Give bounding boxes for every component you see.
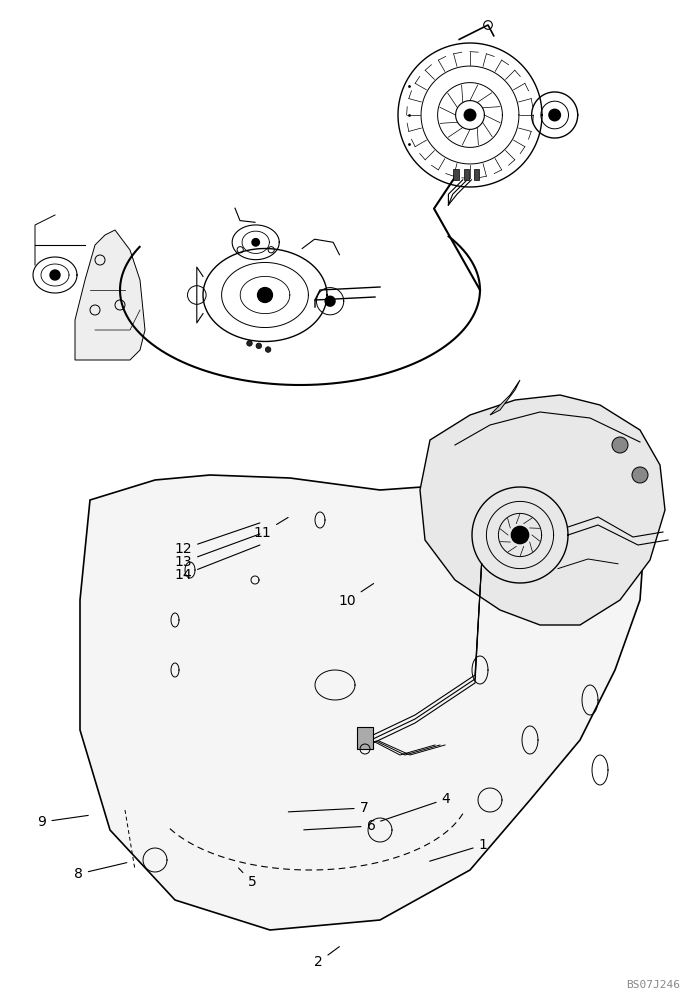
- Circle shape: [252, 239, 260, 246]
- Polygon shape: [420, 395, 665, 625]
- Text: BS07J246: BS07J246: [626, 980, 680, 990]
- Bar: [463, 169, 469, 180]
- Text: 11: 11: [253, 517, 288, 540]
- Circle shape: [258, 288, 272, 302]
- Text: 6: 6: [304, 819, 375, 833]
- Text: 7: 7: [288, 801, 368, 815]
- Text: 8: 8: [74, 863, 127, 881]
- Circle shape: [612, 437, 628, 453]
- Circle shape: [265, 347, 271, 352]
- Bar: [454, 169, 459, 180]
- Circle shape: [256, 343, 262, 349]
- Bar: [474, 169, 480, 180]
- Text: 5: 5: [239, 868, 256, 889]
- Text: 9: 9: [38, 815, 88, 829]
- Circle shape: [632, 467, 648, 483]
- Polygon shape: [75, 230, 145, 360]
- Text: 13: 13: [174, 534, 260, 569]
- Circle shape: [50, 270, 60, 280]
- Circle shape: [325, 296, 335, 306]
- Polygon shape: [80, 455, 645, 930]
- Text: 1: 1: [430, 838, 487, 861]
- Polygon shape: [490, 380, 520, 415]
- Text: 14: 14: [174, 545, 260, 582]
- Circle shape: [512, 526, 528, 544]
- Text: 10: 10: [338, 584, 374, 608]
- Text: 4: 4: [381, 792, 450, 821]
- Circle shape: [246, 341, 252, 346]
- Circle shape: [464, 109, 476, 121]
- Circle shape: [549, 109, 561, 121]
- Bar: [357, 727, 373, 749]
- Text: 12: 12: [174, 523, 260, 556]
- Text: 2: 2: [314, 947, 340, 969]
